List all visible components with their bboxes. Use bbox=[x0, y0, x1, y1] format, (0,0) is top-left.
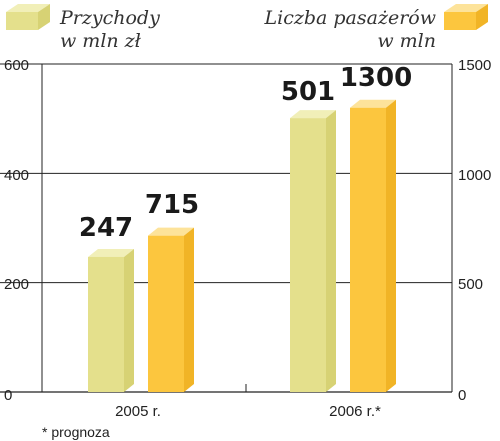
legend-label-pasazerowie-line1: Liczba pasażerów bbox=[264, 7, 436, 29]
y-left-tick-600: 600 bbox=[4, 57, 29, 74]
y-left-tick-0: 0 bbox=[4, 387, 12, 404]
legend-label-pasazerowie-line2: w mln bbox=[377, 30, 436, 52]
value-label-przychody-2005: 247 bbox=[79, 213, 133, 243]
bar-pasazerowie-2005 bbox=[148, 227, 194, 392]
legend-label-przychody-line2: w mln zł bbox=[60, 30, 142, 52]
legend-przychody: Przychody w mln zł bbox=[6, 4, 160, 52]
x-category-2006: 2006 r.* bbox=[329, 403, 381, 420]
value-label-przychody-2006: 501 bbox=[281, 77, 335, 107]
y-right-tick-500: 500 bbox=[458, 276, 483, 293]
bar-przychody-2006 bbox=[290, 110, 336, 393]
bar-przychody-2005 bbox=[88, 248, 134, 392]
legend-label-przychody-line1: Przychody bbox=[59, 7, 160, 29]
y-right-tick-1500: 1500 bbox=[458, 57, 491, 74]
legend-swatch-pasazerowie bbox=[444, 4, 488, 30]
value-label-pasazerowie-2005: 715 bbox=[145, 190, 199, 220]
bar-pasazerowie-2006 bbox=[350, 99, 396, 392]
legend-swatch-przychody bbox=[6, 4, 50, 30]
bars bbox=[88, 99, 396, 393]
value-label-pasazerowie-2006: 1300 bbox=[340, 63, 412, 93]
y-right-tick-1000: 1000 bbox=[458, 167, 491, 184]
y-right-tick-0: 0 bbox=[458, 387, 466, 404]
x-category-2005: 2005 r. bbox=[115, 403, 161, 420]
footnote: * prognoza bbox=[42, 424, 110, 440]
y-left-tick-400: 400 bbox=[4, 167, 29, 184]
legend-pasazerowie: Liczba pasażerów w mln bbox=[264, 4, 488, 52]
y-left-tick-200: 200 bbox=[4, 276, 29, 293]
